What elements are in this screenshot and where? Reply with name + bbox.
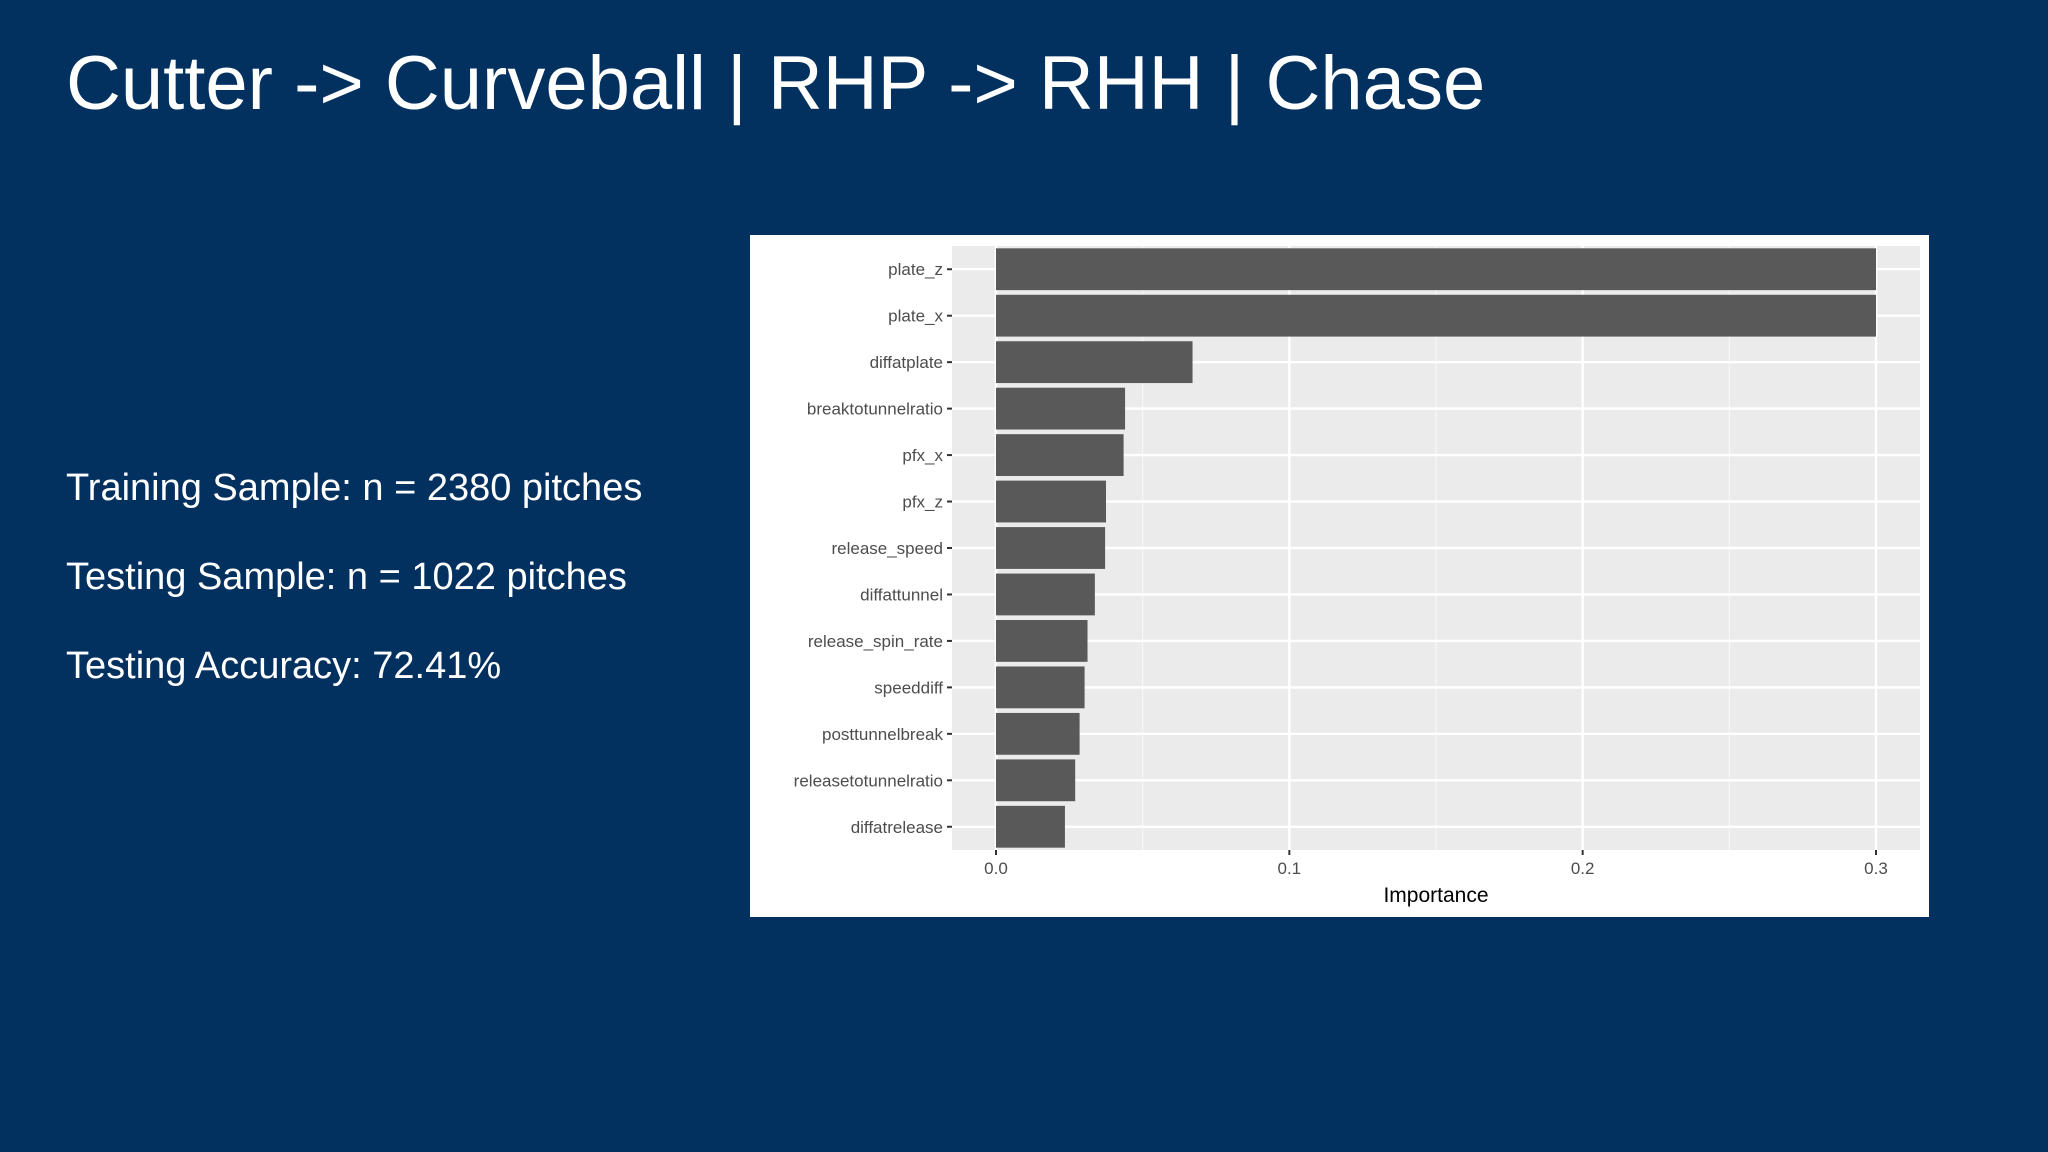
bar-speeddiff (996, 666, 1085, 709)
x-tick-label: 0.2 (1571, 859, 1595, 878)
bar-releasetotunnelratio (996, 759, 1076, 802)
y-tick-label: diffattunnel (860, 585, 943, 604)
x-tick-label: 0.0 (984, 859, 1008, 878)
bar-diffatplate (996, 341, 1193, 384)
bar-layer (996, 248, 1876, 848)
training-sample-text: Training Sample: n = 2380 pitches (66, 467, 643, 509)
y-axis: plate_z plate_x diffatplate breaktotunnelra… (794, 260, 952, 837)
bar-diffattunnel (996, 573, 1095, 616)
y-tick-label: pfx_z (902, 493, 943, 512)
bar-plate_z (996, 248, 1876, 291)
bar-release_speed (996, 527, 1106, 569)
x-tick-label: 0.1 (1278, 859, 1302, 878)
feature-importance-chart: plate_z plate_x diffatplate breaktotunnelra… (750, 235, 1929, 917)
y-tick-label: posttunnelbreak (822, 725, 943, 744)
stats-block: Training Sample: n = 2380 pitches Testin… (66, 460, 642, 727)
bar-pfx_z (996, 480, 1106, 523)
x-axis-title: Importance (1383, 884, 1488, 907)
testing-sample-text: Testing Sample: n = 1022 pitches (66, 556, 627, 598)
x-tick-label: 0.3 (1864, 859, 1888, 878)
y-tick-label: releasetotunnelratio (794, 771, 943, 790)
bar-breaktotunnelratio (996, 387, 1126, 430)
bar-plate_x (996, 294, 1876, 337)
y-tick-label: pfx_x (902, 446, 943, 465)
y-tick-label: speeddiff (874, 678, 943, 697)
y-tick-label: plate_x (888, 307, 943, 326)
y-tick-label: plate_z (888, 260, 943, 279)
bar-diffatrelease (996, 805, 1065, 848)
slide-title: Cutter -> Curveball | RHP -> RHH | Chase (66, 41, 1486, 126)
testing-accuracy-text: Testing Accuracy: 72.41% (66, 645, 502, 687)
x-axis: 0.0 0.1 0.2 0.3 (984, 850, 1888, 878)
y-tick-label: breaktotunnelratio (807, 400, 943, 419)
bar-release_spin_rate (996, 620, 1088, 662)
y-tick-label: diffatplate (870, 353, 943, 372)
y-tick-label: release_speed (831, 539, 943, 558)
bar-pfx_x (996, 434, 1124, 476)
y-tick-label: release_spin_rate (808, 632, 943, 651)
chart-svg: plate_z plate_x diffatplate breaktotunnelra… (794, 246, 1920, 907)
y-tick-label: diffatrelease (851, 818, 943, 837)
bar-posttunnelbreak (996, 712, 1080, 755)
